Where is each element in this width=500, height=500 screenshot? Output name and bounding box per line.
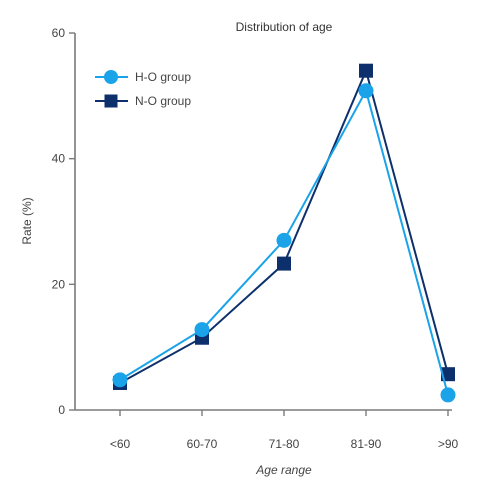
series-0 [112, 83, 456, 403]
series-1-point-2 [277, 256, 291, 271]
series-0-point-4 [440, 387, 456, 403]
x-tick-label-1: 60-70 [187, 437, 218, 451]
series-0-point-3 [358, 83, 374, 99]
y-axis-title: Rate (%) [20, 197, 34, 244]
x-tick-label-3: 81-90 [351, 437, 382, 451]
x-axis-title: Age range [255, 463, 312, 477]
x-tick-label-2: 71-80 [269, 437, 300, 451]
x-tick-label-4: >90 [438, 437, 459, 451]
x-tick-label-0: <60 [110, 437, 131, 451]
legend-label-0: H-O group [135, 70, 191, 84]
y-tick-label-0: 0 [58, 403, 65, 417]
series-0-point-0 [112, 372, 128, 388]
series-layer [112, 63, 456, 403]
legend-marker-0 [104, 70, 118, 84]
x-ticks: <60 60-70 71-80 81-90 >90 [110, 410, 459, 451]
legend: H-O group N-O group [95, 70, 191, 108]
y-ticks: 0 20 40 60 [52, 26, 75, 417]
chart-title: Distribution of age [236, 20, 333, 34]
series-1-point-3 [359, 63, 373, 78]
series-1-point-4 [441, 367, 455, 382]
y-tick-label-1: 20 [52, 277, 66, 291]
y-tick-label-2: 40 [52, 152, 66, 166]
series-0-point-1 [194, 322, 210, 338]
series-line-1 [119, 67, 449, 384]
legend-marker-1 [104, 94, 118, 108]
y-tick-label-3: 60 [52, 26, 66, 40]
legend-label-1: N-O group [135, 94, 191, 108]
series-0-point-2 [276, 232, 292, 248]
